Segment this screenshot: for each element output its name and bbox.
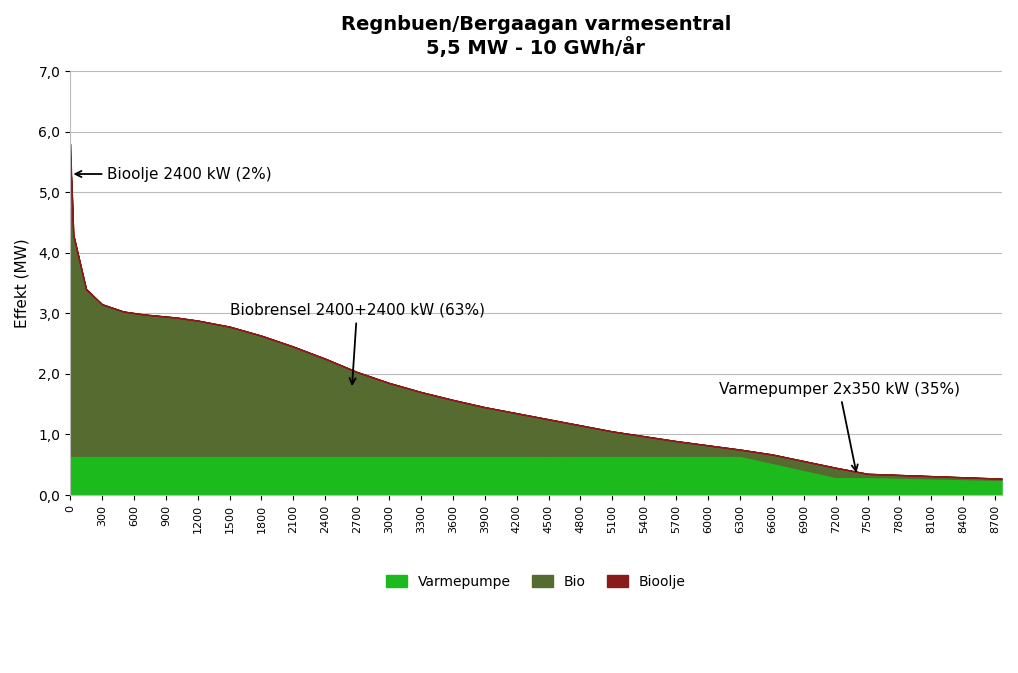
Title: Regnbuen/Bergaagan varmesentral
5,5 MW - 10 GWh/år: Regnbuen/Bergaagan varmesentral 5,5 MW -… — [341, 15, 731, 59]
Legend: Varmepumpe, Bio, Bioolje: Varmepumpe, Bio, Bioolje — [381, 569, 691, 594]
Text: Biobrensel 2400+2400 kW (63%): Biobrensel 2400+2400 kW (63%) — [230, 303, 485, 384]
Text: Varmepumper 2x350 kW (35%): Varmepumper 2x350 kW (35%) — [719, 382, 960, 471]
Text: Bioolje 2400 kW (2%): Bioolje 2400 kW (2%) — [75, 166, 272, 182]
Y-axis label: Effekt (MW): Effekt (MW) — [15, 238, 30, 328]
